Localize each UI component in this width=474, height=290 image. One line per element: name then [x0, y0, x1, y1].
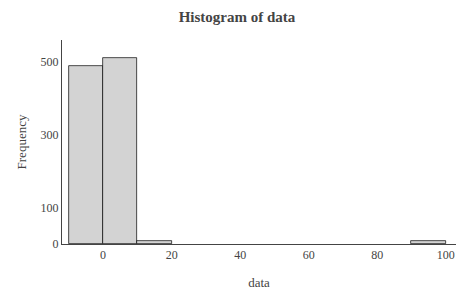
svg-text:100: 100 — [437, 248, 455, 262]
svg-text:100: 100 — [41, 201, 59, 215]
svg-text:20: 20 — [166, 248, 178, 262]
svg-text:data: data — [248, 275, 270, 290]
svg-text:500: 500 — [41, 55, 59, 69]
svg-text:Histogram of data: Histogram of data — [179, 9, 296, 25]
svg-text:300: 300 — [41, 128, 59, 142]
svg-text:0: 0 — [100, 248, 106, 262]
svg-text:80: 80 — [371, 248, 383, 262]
svg-text:60: 60 — [303, 248, 315, 262]
svg-text:0: 0 — [53, 237, 59, 251]
svg-text:Frequency: Frequency — [14, 114, 29, 169]
svg-text:40: 40 — [234, 248, 246, 262]
